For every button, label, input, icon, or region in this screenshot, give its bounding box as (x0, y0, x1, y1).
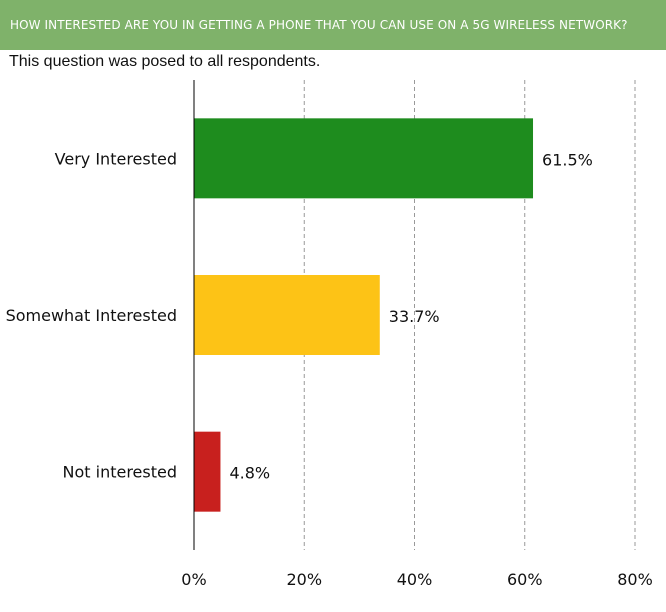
x-tick-label-0: 0% (181, 570, 206, 589)
chart-header: HOW INTERESTED ARE YOU IN GETTING A PHON… (0, 0, 666, 50)
value-label-1: 33.7% (389, 307, 440, 326)
chart-title: HOW INTERESTED ARE YOU IN GETTING A PHON… (10, 18, 628, 32)
category-label-2: Not interested (63, 463, 178, 482)
x-tick-label-60: 60% (507, 570, 543, 589)
category-label-1: Somewhat Interested (6, 306, 177, 325)
x-tick-label-20: 20% (286, 570, 322, 589)
category-label-0: Very Interested (55, 149, 177, 168)
value-label-2: 4.8% (229, 464, 270, 483)
chart-subtitle: This question was posed to all responden… (9, 53, 321, 70)
bar-2 (194, 431, 221, 512)
bar-0 (194, 118, 534, 199)
x-tick-label-80: 80% (617, 570, 653, 589)
value-label-0: 61.5% (542, 150, 593, 169)
bar-1 (194, 275, 380, 355)
x-tick-label-40: 40% (397, 570, 433, 589)
